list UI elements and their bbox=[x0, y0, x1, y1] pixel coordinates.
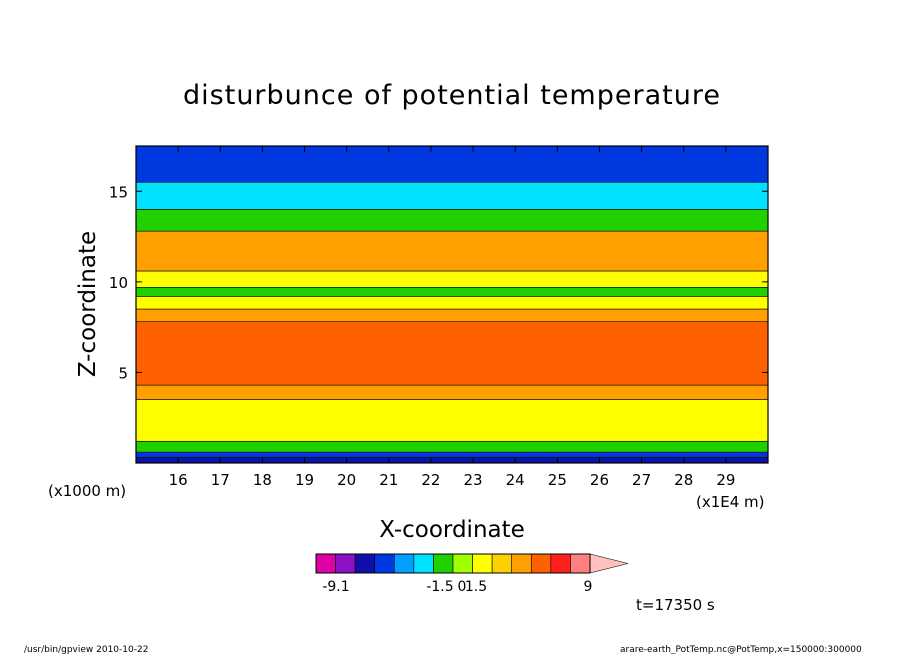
contour-band-1 bbox=[135, 451, 769, 458]
contour-band-11 bbox=[135, 209, 769, 232]
plot-area bbox=[135, 145, 769, 464]
contour-band-12 bbox=[135, 181, 769, 210]
colorbar-swatch-13 bbox=[570, 553, 591, 574]
colorbar-swatch-7 bbox=[452, 553, 473, 574]
contour-band-13 bbox=[135, 145, 769, 183]
colorbar-frame bbox=[315, 553, 591, 574]
time-annotation: t=17350 s bbox=[636, 596, 715, 614]
colorbar-swatch-8 bbox=[472, 553, 493, 574]
y-axis: 5 10 15 bbox=[109, 183, 768, 382]
x-tick-label: 21 bbox=[379, 471, 398, 489]
x-axis-label: X-coordinate bbox=[379, 517, 525, 543]
x-tick-label: 19 bbox=[295, 471, 314, 489]
contour-band-3 bbox=[135, 399, 769, 442]
contour-band-0 bbox=[135, 457, 769, 464]
colorbar-arrow bbox=[589, 553, 629, 574]
colorbar-swatch-0 bbox=[315, 553, 336, 574]
x-tick-label: 16 bbox=[169, 471, 188, 489]
x-tick-label: 23 bbox=[464, 471, 483, 489]
colorbar-label: -9.1 bbox=[322, 579, 349, 595]
colorbar-swatch-10 bbox=[511, 553, 532, 574]
contour-band-4 bbox=[135, 384, 769, 400]
contour-band-8 bbox=[135, 286, 769, 297]
colorbar-label: 1.5 bbox=[465, 579, 487, 595]
contour-band-10 bbox=[135, 230, 769, 272]
x-tick-label: 20 bbox=[337, 471, 356, 489]
contour-band-6 bbox=[135, 308, 769, 323]
contour-band-2 bbox=[135, 440, 769, 453]
y-tick-label: 10 bbox=[109, 274, 128, 292]
footer-left: /usr/bin/gpview 2010-10-22 bbox=[24, 645, 148, 654]
colorbar-swatch-3 bbox=[374, 553, 395, 574]
chart-title: disturbunce of potential temperature bbox=[183, 80, 721, 111]
y-axis-label: Z-coordinate bbox=[75, 231, 101, 377]
x-tick-label: 22 bbox=[421, 471, 440, 489]
colorbar-swatch-11 bbox=[530, 553, 552, 574]
y-tick-label: 5 bbox=[118, 364, 128, 382]
colorbar-labels: -9.1 -1.5 01.5 9 bbox=[322, 579, 592, 595]
colorbar-swatch-6 bbox=[433, 553, 454, 574]
colorbar-swatch-12 bbox=[550, 553, 571, 574]
plot-frame bbox=[135, 145, 769, 464]
y-unit-label: (x1000 m) bbox=[48, 482, 126, 500]
x-axis: 16 17 18 19 20 21 22 23 24 25 26 27 28 29 bbox=[169, 146, 735, 489]
colorbar-label: -1.5 bbox=[426, 579, 453, 595]
contour-band-5 bbox=[135, 321, 769, 386]
colorbar-swatch-2 bbox=[354, 553, 376, 574]
colorbar-swatch-5 bbox=[413, 553, 434, 574]
x-tick-label: 26 bbox=[590, 471, 609, 489]
x-tick-label: 27 bbox=[632, 471, 651, 489]
y-tick-label: 15 bbox=[109, 183, 128, 201]
x-tick-label: 24 bbox=[506, 471, 525, 489]
footer-right: arare-earth_PotTemp.nc@PotTemp,x=150000:… bbox=[620, 645, 862, 654]
colorbar-swatch-1 bbox=[335, 553, 356, 574]
contour-band-7 bbox=[135, 296, 769, 310]
colorbar bbox=[315, 553, 629, 574]
contour-band-9 bbox=[135, 270, 769, 288]
x-tick-label: 18 bbox=[253, 471, 272, 489]
colorbar-label: 0 bbox=[458, 579, 467, 595]
x-tick-label: 29 bbox=[716, 471, 735, 489]
colorbar-swatch-4 bbox=[393, 553, 415, 574]
x-tick-label: 25 bbox=[548, 471, 567, 489]
x-tick-label: 28 bbox=[674, 471, 693, 489]
x-unit-label: (x1E4 m) bbox=[696, 493, 765, 511]
colorbar-label: 9 bbox=[584, 579, 593, 595]
colorbar-swatch-9 bbox=[491, 553, 513, 574]
x-tick-label: 17 bbox=[211, 471, 230, 489]
